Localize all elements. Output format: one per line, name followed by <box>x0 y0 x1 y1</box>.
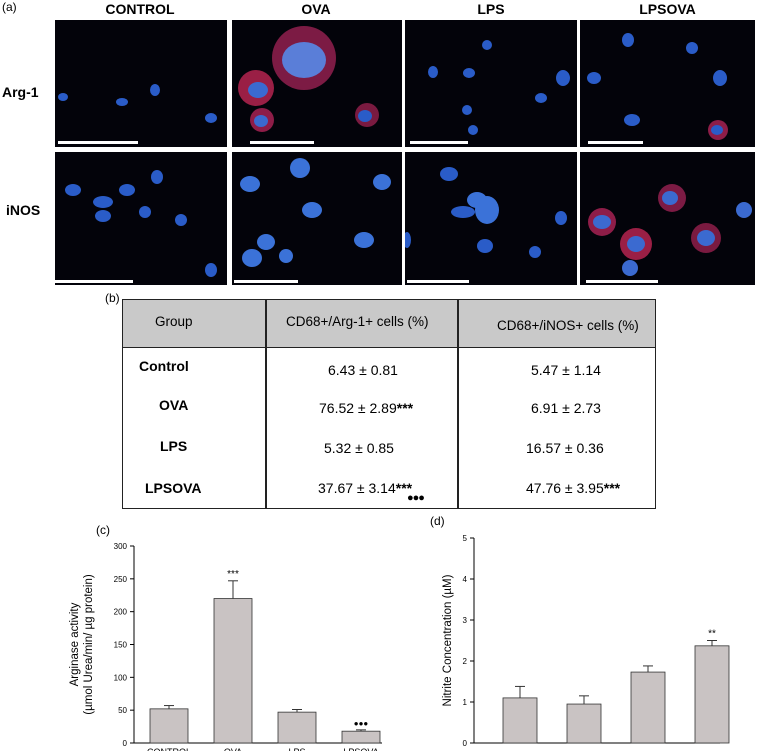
x-tick-label: OVA <box>224 747 242 751</box>
significance-mark: ●●● <box>354 719 369 728</box>
bar <box>277 711 317 744</box>
value-lps-inos: 16.57 ± 0.36 <box>526 440 604 456</box>
panel-letter: (c) <box>96 523 110 537</box>
y-tick-label: 4 <box>463 575 468 584</box>
column-header-lps: LPS <box>477 1 505 17</box>
y-tick-label: 200 <box>114 608 128 617</box>
y-tick-label: 50 <box>118 706 127 715</box>
micrograph-lpsova-arg1 <box>580 20 755 147</box>
panel-letter: (d) <box>430 514 445 528</box>
scale-bar <box>588 141 643 144</box>
column-header-lpsova: LPSOVA <box>639 1 696 17</box>
value-ova-inos: 6.91 ± 2.73 <box>531 400 601 416</box>
bar <box>213 598 253 744</box>
y-tick-label: 150 <box>114 641 128 650</box>
significance-mark: *** <box>603 480 621 496</box>
group-lpsova: LPSOVA <box>145 480 202 496</box>
x-tick-label: LPS <box>288 747 305 751</box>
significance-mark: *** <box>227 569 239 580</box>
cell-value: 37.67 ± 3.14 <box>318 480 396 496</box>
micrograph-lpsova-inos <box>580 152 755 285</box>
y-tick-label: 2 <box>463 657 468 666</box>
panel-b-letter: (b) <box>105 291 120 305</box>
row-header-inos: iNOS <box>6 202 41 218</box>
scale-bar <box>55 280 133 283</box>
column-divider <box>265 300 267 508</box>
bar <box>630 671 666 744</box>
scale-bar <box>410 141 468 144</box>
results-table: Group CD68+/Arg-1+ cells (%) CD68+/iNOS+… <box>122 299 656 509</box>
header-group: Group <box>155 314 193 329</box>
group-control: Control <box>139 358 189 374</box>
micrograph-ova-arg1 <box>232 20 402 147</box>
y-axis-label: Nitrite Concentration (µM) <box>442 574 454 706</box>
cell-value: 6.91 ± 2.73 <box>531 400 601 416</box>
micrograph-control-arg1 <box>55 20 227 147</box>
scale-bar <box>407 280 469 283</box>
y-tick-label: 0 <box>123 739 128 748</box>
cell-value: 76.52 ± 2.89 <box>319 400 397 416</box>
scale-bar <box>58 141 138 144</box>
bar <box>341 730 381 744</box>
scale-bar <box>586 280 658 283</box>
micrograph-ova-inos <box>232 152 402 285</box>
value-lpsova-arg1: 37.67 ± 3.14*** <box>318 480 412 496</box>
value-ova-arg1: 76.52 ± 2.89*** <box>319 400 413 416</box>
y-tick-label: 300 <box>114 542 128 551</box>
y-tick-label: 1 <box>463 698 468 707</box>
y-tick-label: 250 <box>114 575 128 584</box>
value-control-arg1: 6.43 ± 0.81 <box>328 362 398 378</box>
header-arg1: CD68+/Arg-1+ cells (%) <box>286 314 429 329</box>
x-tick-label: LPSOVA <box>343 747 378 751</box>
y-tick-label: 5 <box>463 534 468 543</box>
scale-bar <box>234 280 298 283</box>
significance-mark: ** <box>708 629 716 640</box>
column-header-ova: OVA <box>301 1 331 17</box>
cell-value: 5.47 ± 1.14 <box>531 362 601 378</box>
significance-dots: ●●● <box>407 492 425 504</box>
micrograph-lps-inos <box>405 152 577 285</box>
group-ova: OVA <box>159 397 189 413</box>
value-control-inos: 5.47 ± 1.14 <box>531 362 601 378</box>
column-divider <box>457 300 459 508</box>
column-header-control: CONTROL <box>105 1 175 17</box>
header-inos: CD68+/iNOS+ cells (%) <box>497 318 639 333</box>
value-lpsova-inos: 47.76 ± 3.95*** <box>526 480 620 496</box>
x-tick-label: CONTROL <box>147 747 191 751</box>
y-tick-label: 100 <box>114 673 128 682</box>
y-tick-label: 0 <box>463 739 468 748</box>
cell-value: 5.32 ± 0.85 <box>324 440 394 456</box>
row-header-arg1: Arg-1 <box>2 84 39 100</box>
cell-value: 16.57 ± 0.36 <box>526 440 604 456</box>
panel-a-letter: (a) <box>2 0 17 14</box>
scale-bar <box>250 141 314 144</box>
cell-value: 6.43 ± 0.81 <box>328 362 398 378</box>
bar <box>694 645 730 744</box>
bar <box>566 703 602 744</box>
cell-value: 47.76 ± 3.95 <box>526 480 604 496</box>
bar <box>149 708 189 744</box>
significance-mark: *** <box>395 480 413 496</box>
group-lps: LPS <box>160 438 188 454</box>
y-axis-label-units: (µmol Urea/min/ µg protein) <box>83 574 95 715</box>
micrograph-control-inos <box>55 152 227 285</box>
bar <box>502 697 538 744</box>
y-axis-label: Arginase activity <box>69 602 81 686</box>
significance-mark: *** <box>396 400 414 416</box>
table-header <box>123 300 655 348</box>
value-lps-arg1: 5.32 ± 0.85 <box>324 440 394 456</box>
y-tick-label: 3 <box>463 616 468 625</box>
micrograph-lps-arg1 <box>405 20 577 147</box>
